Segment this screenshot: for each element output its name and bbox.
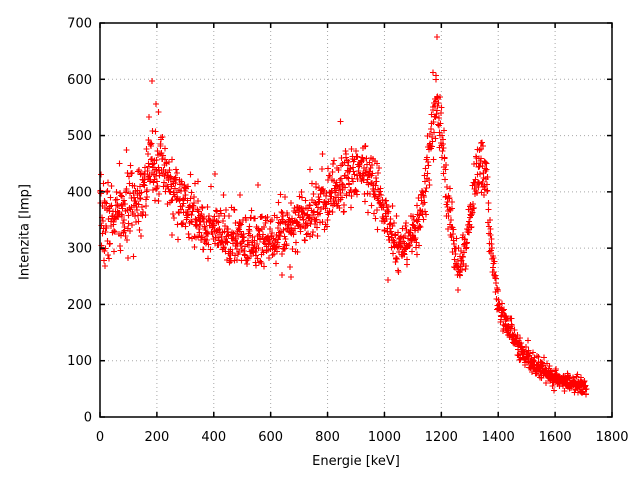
y-tick-label: 600 [67, 73, 92, 88]
y-tick-label: 300 [67, 242, 92, 257]
y-tick-label: 500 [67, 129, 92, 144]
x-tick-label: 800 [315, 430, 340, 445]
x-tick-label: 200 [144, 430, 169, 445]
x-axis-label: Energie [keV] [312, 454, 400, 469]
x-tick-label: 600 [258, 430, 283, 445]
x-tick-label: 1200 [425, 430, 458, 445]
plot-border [99, 22, 613, 418]
x-tick-label: 1800 [595, 430, 628, 445]
x-tick-label: 0 [96, 430, 104, 445]
x-tick-label: 1600 [539, 430, 572, 445]
spectrum-data-points [97, 34, 590, 398]
x-tick-label: 1000 [368, 430, 401, 445]
y-tick-label: 200 [67, 298, 92, 313]
x-tick-label: 1400 [482, 430, 515, 445]
y-tick-label: 400 [67, 185, 92, 200]
y-axis-label: Intenzita [Imp] [17, 184, 33, 280]
y-tick-label: 100 [67, 354, 92, 369]
y-tick-label: 0 [84, 411, 92, 426]
x-tick-label: 400 [201, 430, 226, 445]
y-tick-label: 700 [67, 17, 92, 32]
